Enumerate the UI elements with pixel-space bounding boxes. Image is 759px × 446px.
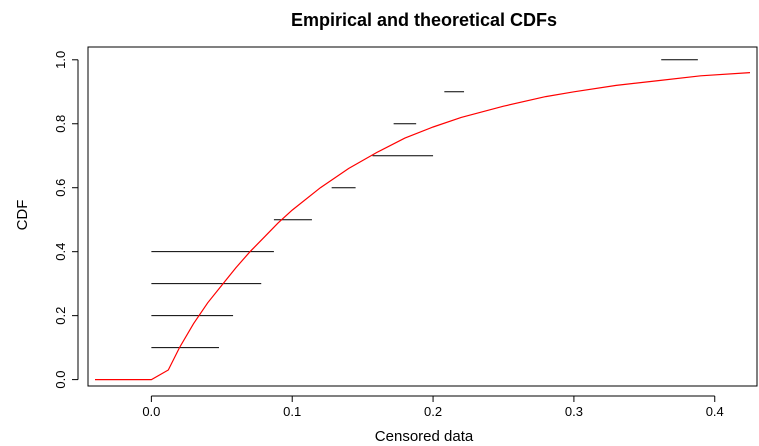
plot-frame: [87, 46, 758, 387]
y-tick-label: 0.8: [53, 115, 68, 133]
empirical-intervals: [151, 59, 698, 349]
y-tick-label: 0.2: [53, 307, 68, 325]
theoretical-cdf-line: [95, 72, 751, 381]
x-axis: 0.0 0.1 0.2 0.3 0.4: [142, 395, 724, 419]
x-tick-label: 0.2: [424, 404, 442, 419]
y-tick-label: 0.0: [53, 371, 68, 389]
x-tick-label: 0.4: [706, 404, 724, 419]
x-axis-label: Censored data: [375, 428, 474, 445]
x-tick-label: 0.0: [142, 404, 160, 419]
y-tick-label: 0.4: [53, 243, 68, 261]
x-tick-label: 0.3: [565, 404, 583, 419]
y-tick-label: 1.0: [53, 51, 68, 69]
y-tick-label: 0.6: [53, 179, 68, 197]
y-axis: 0.0 0.2 0.4 0.6 0.8 1.0: [53, 51, 79, 389]
theoretical-curve-layer: [95, 72, 751, 381]
chart-title: Empirical and theoretical CDFs: [291, 10, 557, 30]
x-tick-label: 0.1: [283, 404, 301, 419]
y-axis-label: CDF: [14, 200, 31, 231]
